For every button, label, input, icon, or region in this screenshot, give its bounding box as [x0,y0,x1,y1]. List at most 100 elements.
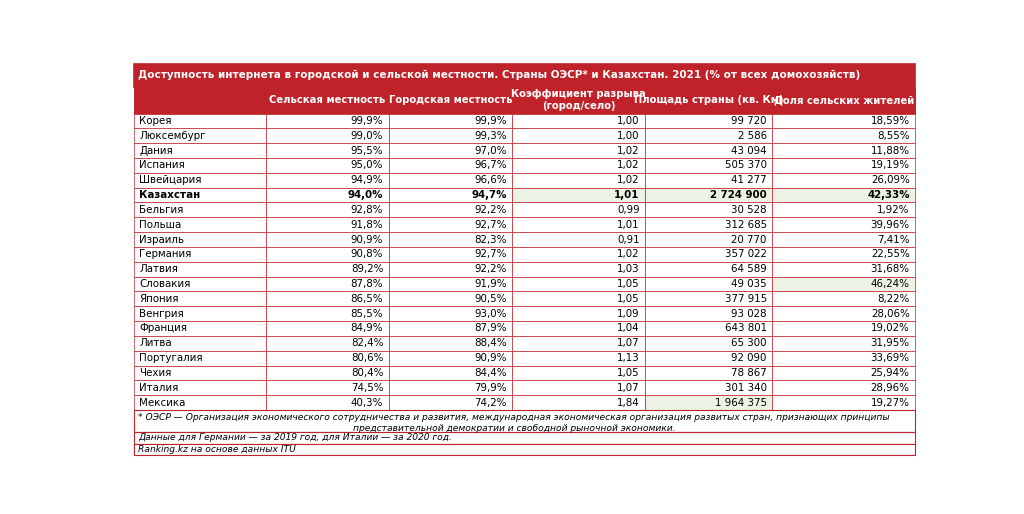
Text: Италия: Италия [139,383,178,393]
Bar [389,262,512,277]
Text: 43 094: 43 094 [731,145,767,156]
Bar [134,277,265,291]
Text: 357 022: 357 022 [725,249,767,260]
Text: Корея: Корея [139,116,172,126]
Bar [389,87,512,114]
Text: 82,3%: 82,3% [474,234,507,245]
Bar [389,277,512,291]
Bar [772,306,915,321]
Text: * ОЭСР — Организация экономического сотрудничества и развития, международная эко: * ОЭСР — Организация экономического сотр… [138,413,890,433]
Text: Польша: Польша [139,219,181,230]
Bar [389,247,512,262]
Bar [134,444,915,455]
Bar [389,232,512,247]
Bar [645,321,772,336]
Text: 95,0%: 95,0% [351,160,383,171]
Text: 40,3%: 40,3% [351,397,383,408]
Text: 1,05: 1,05 [616,279,640,289]
Bar [389,217,512,232]
Bar [134,380,265,395]
Bar [134,306,265,321]
Text: 82,4%: 82,4% [351,338,383,348]
Bar [772,380,915,395]
Text: 1,02: 1,02 [617,175,640,185]
Bar [772,365,915,380]
Text: Мексика: Мексика [139,397,185,408]
Text: Городская местность: Городская местность [389,95,512,105]
Bar [512,365,645,380]
Bar [512,351,645,365]
Bar [512,262,645,277]
Bar [772,143,915,158]
Bar [772,217,915,232]
Text: 1,02: 1,02 [617,145,640,156]
Bar [512,217,645,232]
Text: 1,05: 1,05 [616,368,640,378]
Bar [772,336,915,351]
Text: 99 720: 99 720 [731,116,767,126]
Text: 1,01: 1,01 [614,190,640,200]
Text: 84,9%: 84,9% [351,323,383,334]
Bar [645,336,772,351]
Text: 88,4%: 88,4% [474,338,507,348]
Text: Доля сельских жителей: Доля сельских жителей [773,95,914,105]
Bar [645,173,772,188]
Bar [645,291,772,306]
Text: Казахстан: Казахстан [139,190,201,200]
Bar [134,173,265,188]
Text: 20 770: 20 770 [731,234,767,245]
Bar [512,291,645,306]
Text: 26,09%: 26,09% [870,175,909,185]
Bar [772,128,915,143]
Text: Испания: Испания [139,160,185,171]
Bar [512,143,645,158]
Bar [265,262,389,277]
Bar [512,247,645,262]
Text: 2 586: 2 586 [737,131,767,141]
Text: 1,03: 1,03 [616,264,640,274]
Bar [134,395,265,410]
Bar [645,262,772,277]
Bar [265,114,389,128]
Bar [772,173,915,188]
Text: 92,7%: 92,7% [474,219,507,230]
Text: Япония: Япония [139,294,178,304]
Bar [389,365,512,380]
Text: 42,33%: 42,33% [867,190,909,200]
Bar [512,158,645,173]
Bar [772,351,915,365]
Bar [389,395,512,410]
Bar [265,351,389,365]
Bar [512,173,645,188]
Bar [134,232,265,247]
Bar [512,321,645,336]
Text: 1,04: 1,04 [616,323,640,334]
Bar [134,87,265,114]
Bar [389,143,512,158]
Bar [265,306,389,321]
Bar [645,351,772,365]
Bar [772,87,915,114]
Text: Литва: Литва [139,338,172,348]
Bar [645,306,772,321]
Text: 92,7%: 92,7% [474,249,507,260]
Text: 94,9%: 94,9% [351,175,383,185]
Text: 99,0%: 99,0% [351,131,383,141]
Bar [512,277,645,291]
Bar [389,158,512,173]
Text: 1 964 375: 1 964 375 [715,397,767,408]
Text: 0,91: 0,91 [616,234,640,245]
Text: 505 370: 505 370 [725,160,767,171]
Text: 74,5%: 74,5% [351,383,383,393]
Bar [265,128,389,143]
Bar [512,188,645,203]
Bar [772,247,915,262]
Bar [645,380,772,395]
Bar [645,365,772,380]
Bar [512,87,645,114]
Text: 18,59%: 18,59% [870,116,909,126]
Bar [512,232,645,247]
Bar [134,158,265,173]
Bar [134,64,915,87]
Text: 78 867: 78 867 [731,368,767,378]
